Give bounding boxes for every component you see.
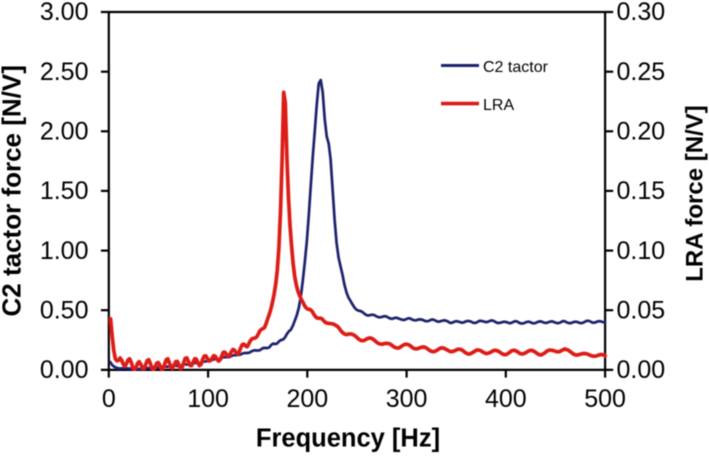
svg-text:LRA force [N/V]: LRA force [N/V] bbox=[682, 105, 709, 281]
svg-text:0.30: 0.30 bbox=[617, 0, 666, 26]
svg-text:LRA: LRA bbox=[483, 97, 514, 114]
svg-text:0.15: 0.15 bbox=[617, 177, 666, 205]
svg-text:0.25: 0.25 bbox=[617, 58, 666, 86]
svg-text:300: 300 bbox=[386, 385, 428, 413]
svg-text:400: 400 bbox=[485, 385, 527, 413]
svg-text:100: 100 bbox=[187, 385, 229, 413]
svg-text:0.20: 0.20 bbox=[617, 118, 666, 146]
svg-text:0.05: 0.05 bbox=[617, 296, 666, 324]
svg-text:1.00: 1.00 bbox=[40, 237, 89, 265]
svg-text:2.50: 2.50 bbox=[40, 58, 89, 86]
svg-text:0.00: 0.00 bbox=[40, 356, 89, 384]
svg-text:200: 200 bbox=[286, 385, 328, 413]
svg-text:0.50: 0.50 bbox=[40, 296, 89, 324]
svg-text:0.00: 0.00 bbox=[617, 356, 666, 384]
svg-text:1.50: 1.50 bbox=[40, 177, 89, 205]
svg-text:500: 500 bbox=[584, 385, 626, 413]
svg-text:3.00: 3.00 bbox=[40, 0, 89, 26]
svg-text:C2 tactor: C2 tactor bbox=[483, 59, 549, 76]
svg-text:0: 0 bbox=[102, 385, 116, 413]
svg-text:0.10: 0.10 bbox=[617, 237, 666, 265]
svg-text:C2 tactor force [N/V]: C2 tactor force [N/V] bbox=[0, 65, 27, 316]
svg-text:Frequency [Hz]: Frequency [Hz] bbox=[256, 425, 440, 453]
svg-text:2.00: 2.00 bbox=[40, 118, 89, 146]
